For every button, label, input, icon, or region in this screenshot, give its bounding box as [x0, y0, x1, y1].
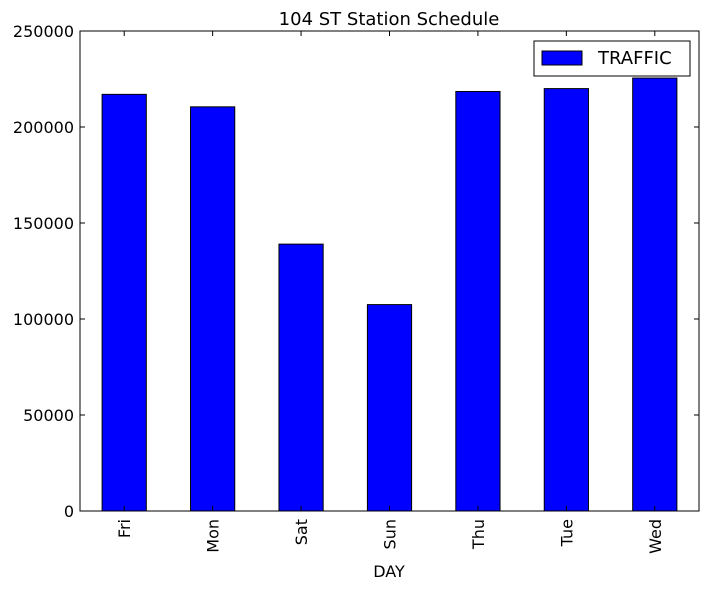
plot-area: 0 50000 100000 150000 200000 250000 Fri Mon Sat… — [13, 22, 700, 554]
bar-sun — [366, 304, 413, 512]
bar-mon — [190, 106, 236, 512]
x-tick-label-sun: Sun — [381, 519, 400, 549]
bar-wed — [632, 77, 678, 512]
x-axis-label: DAY — [373, 562, 405, 581]
bar-sat — [278, 243, 324, 512]
legend-label-traffic: TRAFFIC — [597, 48, 672, 69]
bar-fri — [101, 93, 147, 512]
x-tick-label-tue: Tue — [557, 519, 576, 547]
y-tick-label: 0 — [64, 502, 74, 521]
x-axis: Fri Mon Sat Sun Thu Tue Wed — [115, 31, 665, 554]
y-tick-label: 50000 — [23, 406, 74, 425]
x-tick-label-wed: Wed — [646, 519, 665, 554]
x-tick-label-sat: Sat — [292, 519, 311, 545]
legend: TRAFFIC — [533, 40, 691, 77]
bar-thu — [455, 90, 501, 512]
y-tick-label: 100000 — [13, 310, 74, 329]
x-tick-label-mon: Mon — [204, 519, 223, 553]
y-axis: 0 50000 100000 150000 200000 250000 — [13, 22, 699, 521]
bar-tue — [543, 88, 589, 512]
chart-title: 104 ST Station Schedule — [279, 9, 500, 30]
bars-group — [101, 77, 678, 512]
x-tick-label-fri: Fri — [115, 519, 134, 538]
y-tick-label: 200000 — [13, 118, 74, 137]
legend-swatch-traffic — [541, 50, 583, 66]
x-tick-label-thu: Thu — [469, 519, 488, 550]
y-tick-label: 150000 — [13, 214, 74, 233]
y-tick-label: 250000 — [13, 22, 74, 41]
